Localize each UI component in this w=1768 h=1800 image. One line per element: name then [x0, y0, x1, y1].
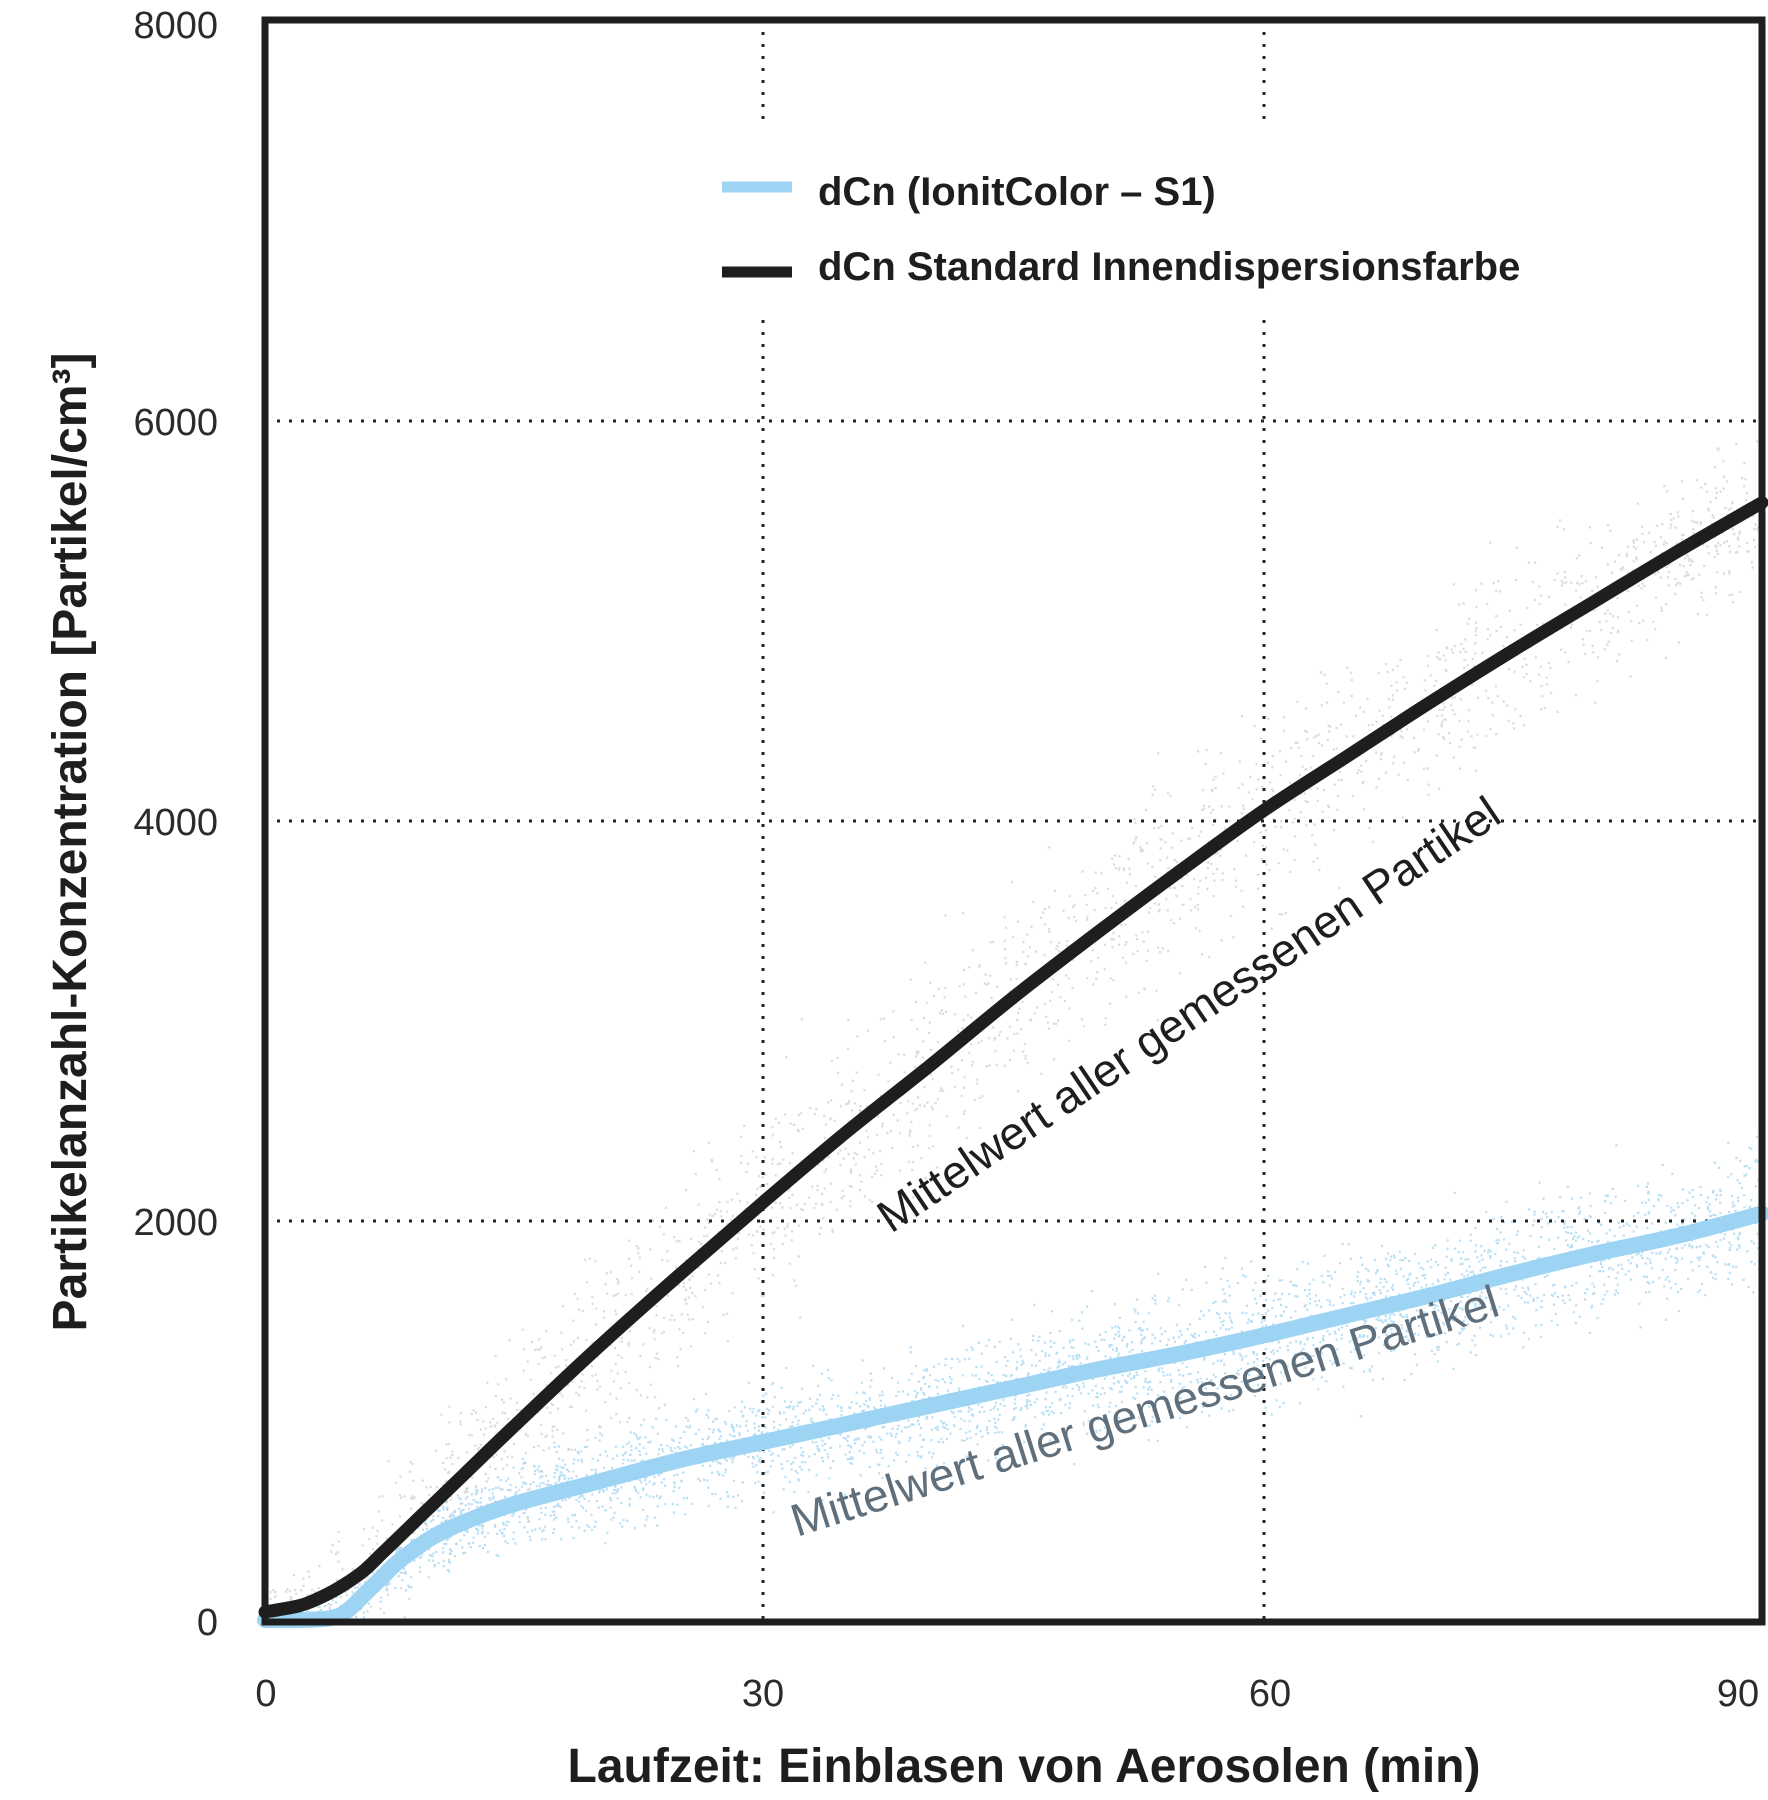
legend-label-ionitcolor: dCn (IonitColor – S1)	[818, 170, 1216, 214]
legend-label-standard: dCn Standard Innendispersionsfarbe	[818, 245, 1520, 289]
x-tick-label-60: 60	[1249, 1673, 1291, 1715]
x-axis-title: Laufzeit: Einblasen von Aerosolen (min)	[568, 1740, 1481, 1793]
series-line-1	[258, 496, 1768, 1619]
series-line-0	[257, 1205, 1768, 1629]
y-tick-label-2000: 2000	[133, 1202, 218, 1244]
y-tick-labels: 0 2000 4000 6000 8000	[133, 5, 218, 1644]
x-tick-labels: 0 30 60 90	[255, 1673, 1759, 1715]
plot-frame	[261, 16, 1766, 1626]
x-tick-label-0: 0	[255, 1673, 276, 1715]
x-tick-label-90: 90	[1717, 1673, 1759, 1715]
y-tick-label-0: 0	[197, 1602, 218, 1644]
series-lines	[257, 496, 1768, 1629]
legend-backdrop	[700, 120, 1750, 320]
y-tick-label-4000: 4000	[133, 802, 218, 844]
y-tick-label-6000: 6000	[133, 402, 218, 444]
y-axis-title: Partikelanzahl-Konzentration [Partikel/c…	[44, 353, 97, 1332]
x-tick-label-30: 30	[742, 1673, 784, 1715]
y-tick-label-8000: 8000	[133, 5, 218, 47]
legend: dCn (IonitColor – S1) dCn Standard Innen…	[722, 170, 1520, 289]
